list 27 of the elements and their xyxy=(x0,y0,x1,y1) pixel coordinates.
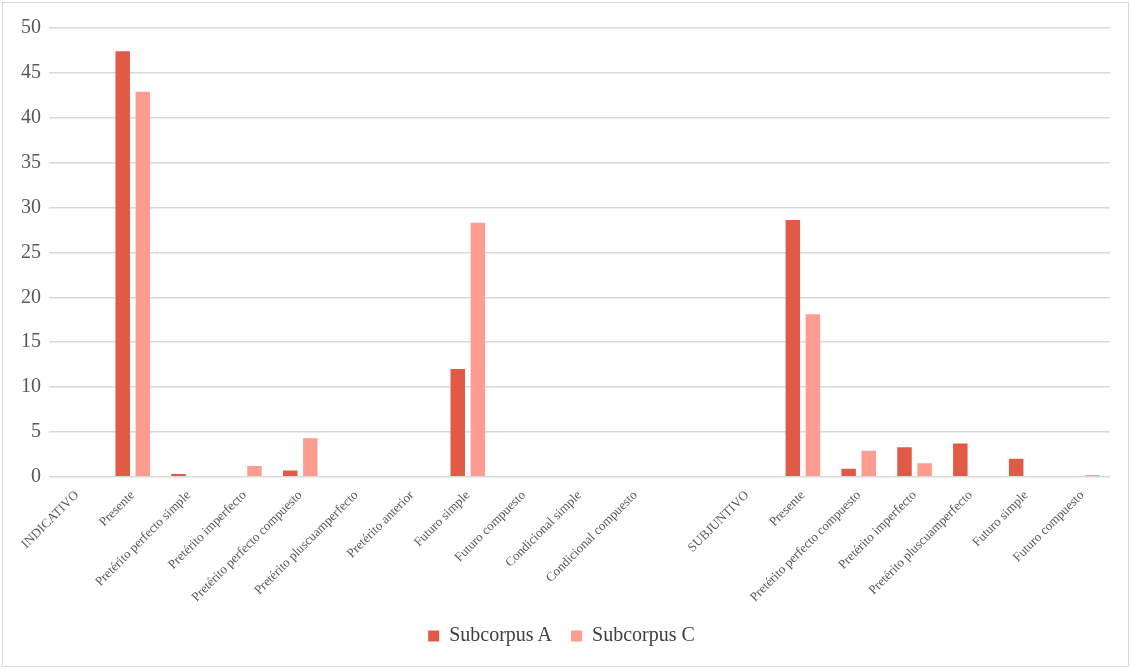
bar xyxy=(805,314,821,477)
bar xyxy=(135,91,151,477)
y-tick-label: 20 xyxy=(21,284,41,307)
bar xyxy=(303,438,318,477)
bar xyxy=(841,468,856,477)
y-tick-label: 45 xyxy=(21,60,41,83)
y-tick-label: 15 xyxy=(21,329,41,352)
bar xyxy=(953,443,968,477)
y-tick-label: 35 xyxy=(21,149,41,172)
bar xyxy=(450,369,465,477)
bar xyxy=(247,466,262,477)
y-tick-label: 0 xyxy=(31,464,41,487)
y-tick-label: 50 xyxy=(21,15,41,38)
bar xyxy=(785,220,801,477)
y-tick-label: 40 xyxy=(21,105,41,128)
bar xyxy=(897,447,912,477)
bar xyxy=(917,463,932,477)
legend-label: Subcorpus A xyxy=(449,623,553,647)
bar xyxy=(470,222,486,477)
bar xyxy=(861,450,876,477)
y-tick-label: 25 xyxy=(21,239,41,262)
y-tick-label: 10 xyxy=(21,374,41,397)
bar xyxy=(115,51,130,477)
y-tick-label: 5 xyxy=(31,419,41,442)
legend-label: Subcorpus C xyxy=(592,623,695,647)
y-tick-label: 30 xyxy=(21,194,41,217)
bar xyxy=(1008,458,1024,477)
